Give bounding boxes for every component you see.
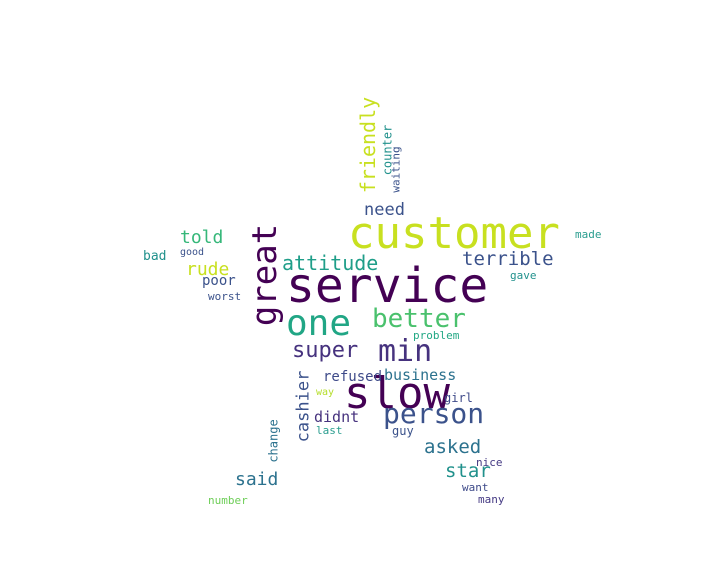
word-didnt: didnt <box>314 408 360 426</box>
word-girl: girl <box>444 391 473 405</box>
word-cashier: cashier <box>293 370 314 443</box>
word-guy: guy <box>392 424 414 438</box>
word-slow: slow <box>344 368 450 419</box>
word-told: told <box>180 227 224 248</box>
word-nice: nice <box>476 456 503 469</box>
word-refused: refused <box>323 369 383 385</box>
word-business: business <box>384 366 457 384</box>
word-made: made <box>575 228 602 241</box>
word-rude: rude <box>186 259 230 280</box>
word-good: good <box>180 247 205 258</box>
word-better: better <box>372 304 466 334</box>
word-problem: problem <box>413 329 460 342</box>
word-poor: poor <box>202 273 236 289</box>
word-change: change <box>266 419 281 463</box>
word-said: said <box>235 469 279 490</box>
word-worst: worst <box>208 290 242 303</box>
word-asked: asked <box>424 436 482 458</box>
word-many: many <box>478 493 505 506</box>
word-last: last <box>316 424 343 437</box>
word-attitude: attitude <box>282 251 379 275</box>
word-great: great <box>245 223 286 327</box>
word-waiting: waiting <box>389 146 403 193</box>
word-gave: gave <box>510 269 537 282</box>
word-customer: customer <box>348 208 560 259</box>
word-star: star <box>445 460 491 482</box>
word-terrible: terrible <box>462 248 554 270</box>
word-number: number <box>208 494 248 507</box>
word-need: need <box>364 200 405 220</box>
word-super: super <box>292 338 359 363</box>
word-min: min <box>378 334 433 369</box>
word-friendly: friendly <box>356 96 381 194</box>
word-way: way <box>316 387 335 398</box>
word-want: want <box>462 481 489 494</box>
word-bad: bad <box>143 249 167 264</box>
word-service: service <box>286 258 489 314</box>
word-person: person <box>383 397 485 430</box>
word-one: one <box>286 303 352 344</box>
